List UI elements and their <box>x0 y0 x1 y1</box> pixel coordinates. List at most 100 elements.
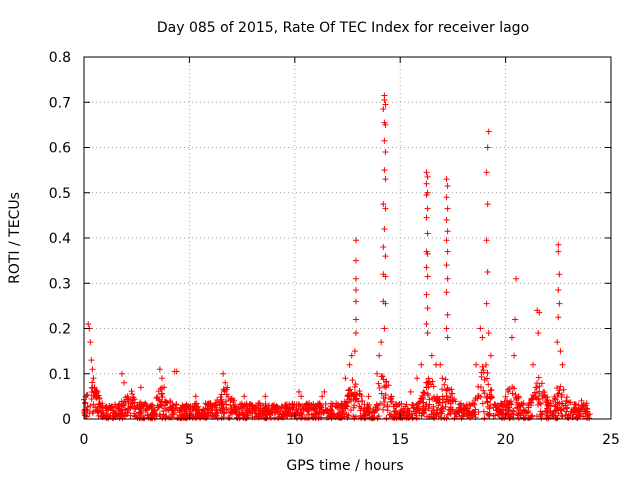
data-point <box>232 403 239 410</box>
data-point <box>484 201 491 208</box>
data-point <box>443 194 450 201</box>
data-point <box>158 375 165 382</box>
data-point <box>505 388 512 395</box>
data-point <box>156 366 163 373</box>
data-point <box>559 413 566 420</box>
data-point <box>538 380 545 387</box>
y-tick-label: 0.1 <box>49 367 71 383</box>
data-point <box>352 237 359 244</box>
data-point <box>530 392 537 399</box>
x-tick-label: 0 <box>80 432 89 448</box>
data-point <box>219 408 226 415</box>
y-tick-label: 0.4 <box>49 231 71 247</box>
data-point <box>513 275 520 282</box>
data-point <box>321 388 328 395</box>
data-point <box>557 383 564 390</box>
data-point <box>192 393 199 400</box>
data-point <box>423 379 430 386</box>
data-point <box>423 192 430 199</box>
data-point <box>564 404 571 411</box>
data-point <box>95 401 102 408</box>
data-point <box>516 409 523 416</box>
data-point <box>115 402 122 409</box>
data-point <box>500 407 507 414</box>
data-point <box>556 271 563 278</box>
data-point <box>382 300 389 307</box>
data-point <box>536 390 543 397</box>
data-point <box>145 404 152 411</box>
data-point <box>439 386 446 393</box>
data-point <box>381 96 388 103</box>
data-point <box>83 406 90 413</box>
data-point <box>484 398 491 405</box>
data-point <box>341 403 348 410</box>
data-point <box>221 388 228 395</box>
data-point <box>213 404 220 411</box>
data-point <box>177 405 184 412</box>
data-point <box>359 397 366 404</box>
data-point <box>424 230 431 237</box>
data-point <box>552 395 559 402</box>
data-point <box>554 339 561 346</box>
data-point <box>310 404 317 411</box>
data-point <box>382 121 389 128</box>
data-point <box>255 414 262 421</box>
x-tick-label: 15 <box>391 432 409 448</box>
data-point <box>309 414 316 421</box>
data-point <box>488 386 495 393</box>
data-point <box>423 264 430 271</box>
data-point <box>163 400 170 407</box>
data-point <box>346 392 353 399</box>
data-point <box>380 201 387 208</box>
data-point <box>322 401 329 408</box>
data-point <box>530 361 537 368</box>
data-point <box>287 406 294 413</box>
data-point <box>158 384 165 391</box>
data-point <box>131 399 138 406</box>
data-point <box>421 409 428 416</box>
data-point <box>352 316 359 323</box>
data-point <box>392 407 399 414</box>
data-point <box>466 409 473 416</box>
data-point <box>475 383 482 390</box>
data-point <box>392 400 399 407</box>
data-point <box>477 393 484 400</box>
data-point <box>430 383 437 390</box>
data-point <box>89 410 96 417</box>
data-point <box>441 381 448 388</box>
data-point <box>382 391 389 398</box>
data-point <box>205 409 212 416</box>
data-point <box>381 398 388 405</box>
data-point <box>125 395 132 402</box>
data-point <box>306 411 313 418</box>
data-point <box>365 393 372 400</box>
data-point <box>155 396 162 403</box>
data-point <box>424 305 431 312</box>
data-point <box>382 384 389 391</box>
data-point <box>222 379 229 386</box>
data-point <box>91 389 98 396</box>
data-point <box>157 401 164 408</box>
data-point <box>273 405 280 412</box>
data-point <box>545 415 552 422</box>
data-point <box>574 413 581 420</box>
data-point <box>555 410 562 417</box>
data-point <box>152 407 159 414</box>
data-point <box>534 401 541 408</box>
data-point <box>487 394 494 401</box>
data-point <box>539 392 546 399</box>
data-point <box>422 403 429 410</box>
data-point <box>570 409 577 416</box>
data-point <box>470 400 477 407</box>
data-point <box>508 410 515 417</box>
data-point <box>437 361 444 368</box>
data-point <box>301 402 308 409</box>
data-point <box>346 361 353 368</box>
data-point <box>404 405 411 412</box>
data-point <box>381 167 388 174</box>
data-point <box>319 393 326 400</box>
data-point <box>266 411 273 418</box>
data-point <box>278 404 285 411</box>
data-point <box>549 413 556 420</box>
data-point <box>424 205 431 212</box>
